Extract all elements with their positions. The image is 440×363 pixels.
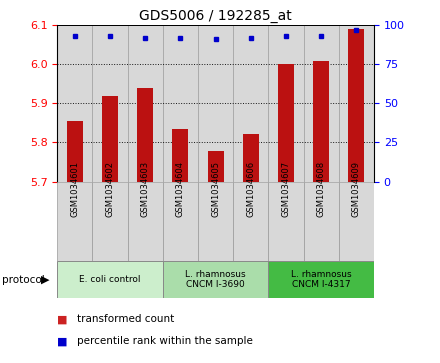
Bar [233, 25, 268, 182]
Text: GSM1034606: GSM1034606 [246, 161, 255, 217]
Bar [163, 261, 268, 298]
Text: percentile rank within the sample: percentile rank within the sample [77, 336, 253, 346]
Text: ▶: ▶ [40, 274, 49, 285]
Bar [268, 25, 304, 182]
Bar [92, 182, 128, 261]
Bar [172, 129, 188, 182]
Bar [128, 25, 163, 182]
Bar [304, 182, 339, 261]
Text: GSM1034608: GSM1034608 [317, 161, 326, 217]
Bar [268, 182, 304, 261]
Bar [278, 64, 294, 182]
Bar [304, 25, 339, 182]
Bar [208, 151, 224, 182]
Bar [339, 182, 374, 261]
Text: GSM1034602: GSM1034602 [106, 162, 114, 217]
Text: GSM1034607: GSM1034607 [282, 161, 290, 217]
Bar [163, 25, 198, 182]
Text: GSM1034605: GSM1034605 [211, 162, 220, 217]
Bar [128, 182, 163, 261]
Text: L. rhamnosus
CNCM I-4317: L. rhamnosus CNCM I-4317 [291, 270, 352, 289]
Bar [57, 182, 92, 261]
Bar [67, 121, 83, 182]
Bar [313, 61, 329, 182]
Text: protocol: protocol [2, 274, 45, 285]
Text: L. rhamnosus
CNCM I-3690: L. rhamnosus CNCM I-3690 [185, 270, 246, 289]
Text: GSM1034604: GSM1034604 [176, 162, 185, 217]
Text: GSM1034603: GSM1034603 [141, 161, 150, 217]
Bar [268, 261, 374, 298]
Bar [137, 88, 153, 182]
Bar [92, 25, 128, 182]
Bar [339, 25, 374, 182]
Text: E. coli control: E. coli control [79, 275, 141, 284]
Text: GSM1034609: GSM1034609 [352, 162, 361, 217]
Bar [57, 25, 92, 182]
Title: GDS5006 / 192285_at: GDS5006 / 192285_at [139, 9, 292, 23]
Bar [102, 95, 118, 182]
Bar [233, 182, 268, 261]
Bar [243, 134, 259, 182]
Bar [198, 25, 233, 182]
Bar [163, 182, 198, 261]
Text: transformed count: transformed count [77, 314, 174, 325]
Text: GSM1034601: GSM1034601 [70, 162, 79, 217]
Text: ■: ■ [57, 336, 68, 346]
Bar [348, 29, 364, 181]
Bar [57, 261, 163, 298]
Text: ■: ■ [57, 314, 68, 325]
Bar [198, 182, 233, 261]
